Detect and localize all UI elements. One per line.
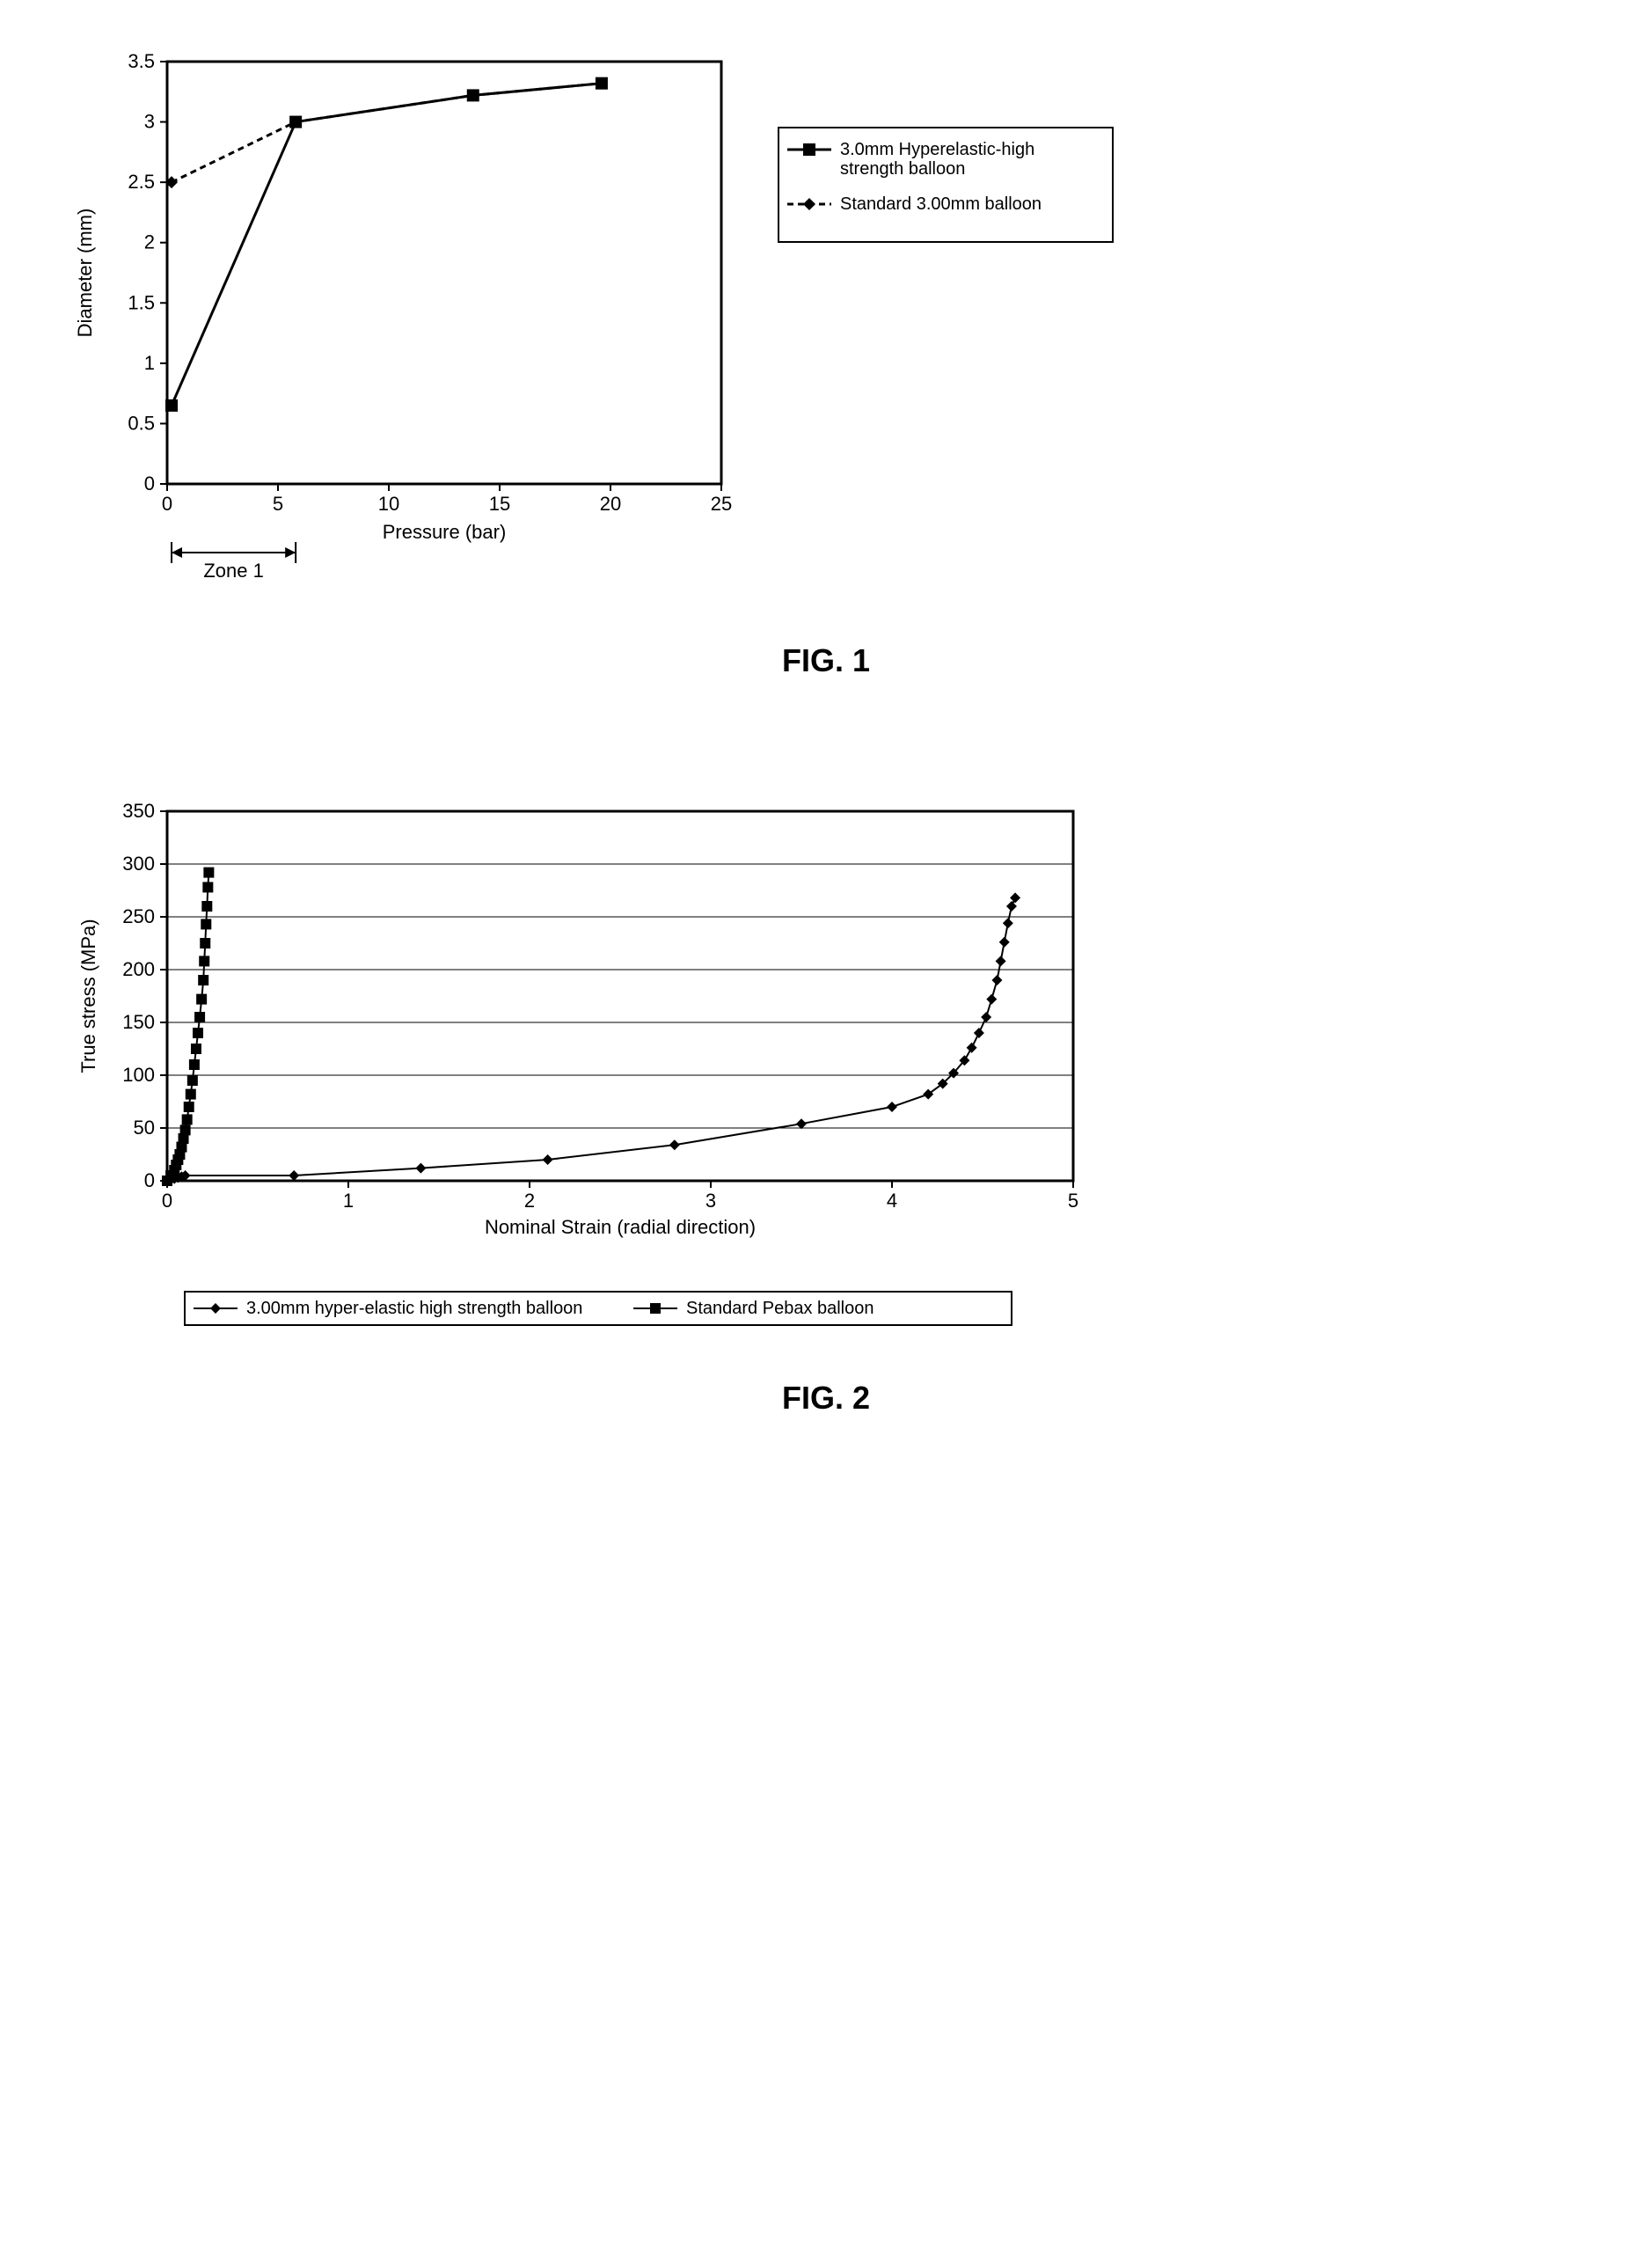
fig2-legend-bar: 3.00mm hyper-elastic high strength ballo… — [53, 1286, 1108, 1336]
svg-text:350: 350 — [122, 800, 155, 822]
svg-text:15: 15 — [489, 493, 510, 515]
svg-text:50: 50 — [134, 1117, 155, 1139]
svg-text:100: 100 — [122, 1064, 155, 1086]
fig2-caption: FIG. 2 — [53, 1380, 1599, 1417]
svg-text:25: 25 — [711, 493, 732, 515]
svg-text:Standard 3.00mm balloon: Standard 3.00mm balloon — [840, 194, 1042, 214]
svg-text:5: 5 — [273, 493, 283, 515]
figure-1: 0 0.5 1 1.5 2 2.5 3 3.5 0 5 10 15 20 25 Pressure (bar)… — [53, 35, 1599, 679]
svg-text:3.5: 3.5 — [128, 50, 155, 72]
svg-text:0.5: 0.5 — [128, 412, 155, 434]
svg-text:5: 5 — [1068, 1190, 1078, 1212]
svg-text:3: 3 — [144, 111, 155, 133]
svg-text:0: 0 — [144, 1169, 155, 1191]
svg-text:Nominal Strain (radial directi: Nominal Strain (radial direction) — [485, 1216, 756, 1238]
svg-text:0: 0 — [162, 493, 172, 515]
svg-text:200: 200 — [122, 958, 155, 980]
svg-text:3: 3 — [705, 1190, 716, 1212]
svg-text:150: 150 — [122, 1011, 155, 1033]
fig2-chart: 0 50 100 150 200 250 300 350 0 1 2 3 4 5 Nominal Strai… — [53, 785, 1108, 1278]
svg-text:1: 1 — [144, 352, 155, 374]
svg-text:Standard Pebax balloon: Standard Pebax balloon — [686, 1299, 874, 1318]
svg-text:strength balloon: strength balloon — [840, 159, 965, 179]
svg-text:3.0mm Hyperelastic-high: 3.0mm Hyperelastic-high — [840, 140, 1034, 159]
svg-text:0: 0 — [162, 1190, 172, 1212]
svg-text:2.5: 2.5 — [128, 171, 155, 193]
fig1-caption: FIG. 1 — [53, 642, 1599, 679]
svg-text:2: 2 — [144, 231, 155, 253]
fig1-legend: 3.0mm Hyperelastic-highstrength balloon S… — [774, 123, 1126, 414]
svg-text:True stress (MPa): True stress (MPa) — [77, 919, 99, 1073]
svg-text:Pressure (bar): Pressure (bar) — [383, 521, 507, 543]
svg-text:20: 20 — [600, 493, 621, 515]
svg-text:250: 250 — [122, 905, 155, 927]
svg-text:Diameter (mm): Diameter (mm) — [74, 209, 96, 338]
svg-text:300: 300 — [122, 853, 155, 875]
svg-text:10: 10 — [378, 493, 399, 515]
svg-text:1: 1 — [343, 1190, 354, 1212]
figure-2: 0 50 100 150 200 250 300 350 0 1 2 3 4 5 Nominal Strai… — [53, 785, 1599, 1417]
svg-text:3.00mm hyper-elastic high stre: 3.00mm hyper-elastic high strength ballo… — [246, 1299, 582, 1318]
svg-text:2: 2 — [524, 1190, 535, 1212]
svg-text:1.5: 1.5 — [128, 291, 155, 313]
fig1-chart: 0 0.5 1 1.5 2 2.5 3 3.5 0 5 10 15 20 25 Pressure (bar)… — [53, 35, 774, 598]
svg-text:4: 4 — [887, 1190, 897, 1212]
svg-text:0: 0 — [144, 472, 155, 494]
svg-text:Zone 1: Zone 1 — [203, 560, 264, 582]
